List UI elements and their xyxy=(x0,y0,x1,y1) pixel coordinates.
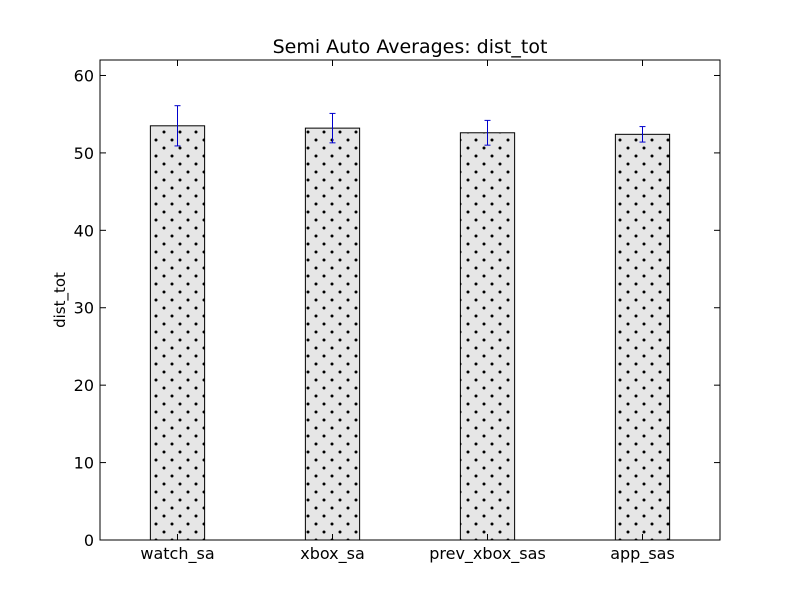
bar-xbox_sa xyxy=(304,127,361,541)
y-tick-label: 50 xyxy=(74,144,94,163)
x-tick-label: xbox_sa xyxy=(300,544,365,564)
y-tick-label: 40 xyxy=(74,221,94,240)
plot-frame xyxy=(99,59,721,541)
bar-watch_sa xyxy=(149,125,206,541)
x-tick-label: prev_xbox_sas xyxy=(429,544,546,564)
x-tick-label: watch_sa xyxy=(140,544,214,564)
chart-title: Semi Auto Averages: dist_tot xyxy=(273,36,548,58)
x-tick-label: app_sas xyxy=(610,544,675,564)
y-tick-label: 60 xyxy=(74,66,94,85)
y-axis-label: dist_tot xyxy=(51,272,70,328)
y-tick-label: 10 xyxy=(74,454,94,473)
y-tick-label: 0 xyxy=(84,531,94,550)
bar-app_sas xyxy=(614,133,671,541)
y-tick-label: 20 xyxy=(74,376,94,395)
y-tick-label: 30 xyxy=(74,299,94,318)
bar-prev_xbox_sas xyxy=(459,132,516,541)
plot-area: 0 10 20 30 40 50 60 watch_sa xbox_sa prev_xbox_sa… xyxy=(74,60,720,564)
